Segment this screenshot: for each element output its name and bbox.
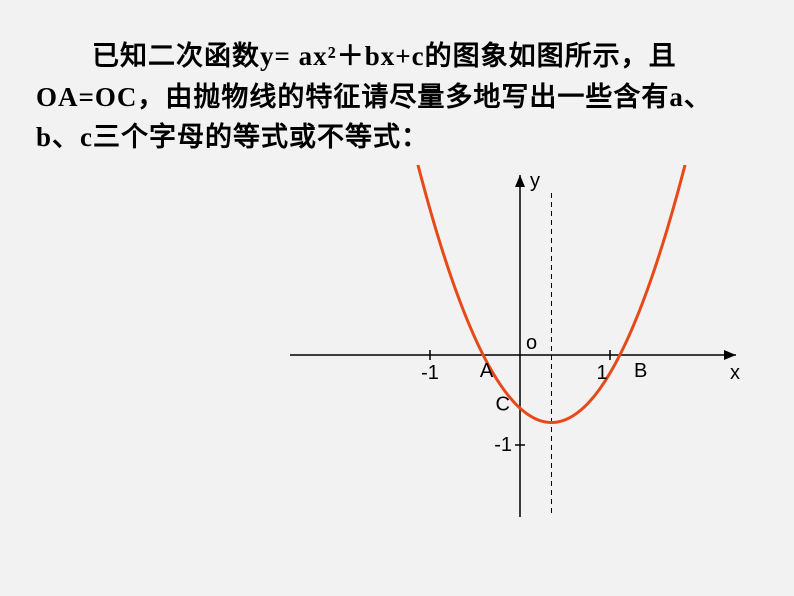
svg-text:y: y	[530, 170, 540, 192]
problem-text: 已知二次函数y= ax²＋bx+c的图象如图所示，且OA=OC，由抛物线的特征请…	[36, 36, 744, 158]
svg-text:B: B	[634, 360, 647, 382]
svg-text:o: o	[526, 332, 537, 354]
svg-text:x: x	[730, 362, 740, 384]
parabola-graph: y x o -1 1 -1 A B C	[290, 165, 750, 585]
graph-svg: y x o -1 1 -1 A B C	[290, 165, 750, 585]
svg-text:C: C	[496, 394, 510, 416]
svg-text:-1: -1	[421, 362, 439, 384]
svg-text:1: 1	[596, 362, 607, 384]
svg-text:-1: -1	[494, 434, 512, 456]
svg-text:A: A	[480, 360, 494, 382]
